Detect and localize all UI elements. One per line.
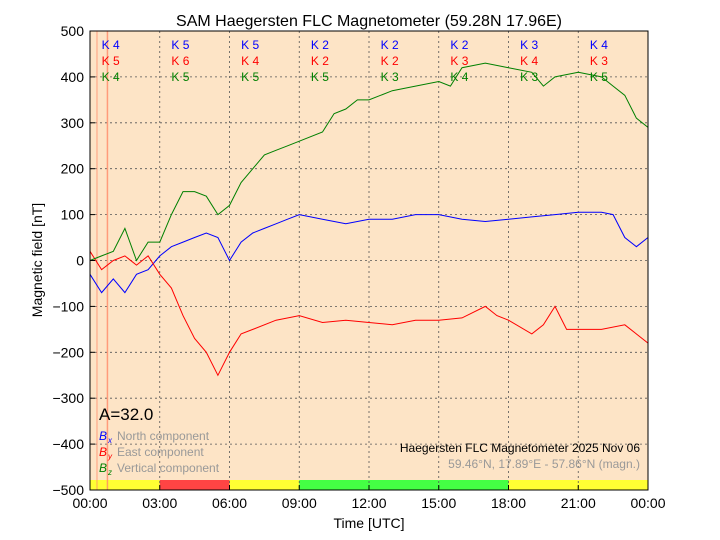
series-bx bbox=[89, 211, 649, 294]
activity-segment bbox=[438, 480, 509, 490]
y-tick-label: 400 bbox=[61, 69, 85, 85]
y-tick-label: 200 bbox=[61, 161, 85, 177]
series-bz bbox=[89, 62, 649, 262]
x-tick-label: 00:00 bbox=[72, 495, 107, 511]
k-index-by: K 5 bbox=[102, 54, 120, 68]
legend-label: East component bbox=[117, 445, 204, 459]
legend-subscript: z bbox=[107, 468, 112, 477]
activity-segment bbox=[299, 480, 369, 490]
coords-label: 59.46°N, 17.89°E - 57.86°N (magn.) bbox=[448, 457, 640, 471]
k-indices: K 4 K 5 K 4 K 5 K 6 K 5 K 5 K 4 K 5 K 2 K 2 K 5 K 2 K… bbox=[102, 38, 609, 84]
k-index-by: K 3 bbox=[450, 54, 468, 68]
k-index-bx: K 5 bbox=[241, 38, 259, 52]
y-tick-label: 500 bbox=[61, 23, 85, 39]
a-index: A=32.0 bbox=[99, 405, 153, 424]
event-markers bbox=[96, 31, 109, 490]
legend-subscript: y bbox=[107, 452, 113, 461]
legend-symbol: B bbox=[99, 461, 107, 475]
k-index-by: K 3 bbox=[590, 54, 608, 68]
k-index-by: K 4 bbox=[241, 54, 259, 68]
series-lines bbox=[89, 62, 649, 377]
axis-ticks: 00:00 03:00 06:00 09:00 12:00 15:00 18:00 21:00… bbox=[52, 23, 665, 511]
activity-segment bbox=[229, 480, 300, 490]
x-tick-label: 09:00 bbox=[282, 495, 317, 511]
k-index-bz: K 3 bbox=[381, 70, 399, 84]
legend-label: North component bbox=[117, 429, 210, 443]
k-index-bx: K 2 bbox=[381, 38, 399, 52]
k-index-bz: K 5 bbox=[311, 70, 329, 84]
k-index-bx: K 2 bbox=[311, 38, 329, 52]
x-tick-label: 06:00 bbox=[212, 495, 247, 511]
k-index-bz: K 3 bbox=[520, 70, 538, 84]
activity-segment bbox=[159, 480, 230, 490]
y-tick-label: −300 bbox=[52, 390, 84, 406]
x-tick-label: 15:00 bbox=[421, 495, 456, 511]
y-tick-label: −100 bbox=[52, 298, 84, 314]
chart-title: SAM Haegersten FLC Magnetometer (59.28N … bbox=[176, 13, 562, 30]
k-index-bz: K 5 bbox=[171, 70, 189, 84]
k-index-by: K 4 bbox=[520, 54, 538, 68]
k-index-bz: K 5 bbox=[241, 70, 259, 84]
x-axis-label: Time [UTC] bbox=[333, 515, 404, 531]
series-by bbox=[89, 251, 649, 377]
k-index-bx: K 4 bbox=[102, 38, 120, 52]
activity-segment bbox=[508, 480, 579, 490]
k-index-bx: K 4 bbox=[590, 38, 608, 52]
k-index-bx: K 2 bbox=[450, 38, 468, 52]
legend-symbol: B bbox=[99, 429, 107, 443]
k-index-bz: K 5 bbox=[590, 70, 608, 84]
k-index-bz: K 4 bbox=[450, 70, 468, 84]
y-tick-label: −200 bbox=[52, 344, 84, 360]
activity-segment bbox=[369, 480, 439, 490]
x-tick-label: 18:00 bbox=[491, 495, 526, 511]
y-tick-label: 0 bbox=[76, 253, 84, 269]
legend-label: Vertical component bbox=[117, 461, 220, 475]
k-index-bz: K 4 bbox=[102, 70, 120, 84]
y-tick-label: 300 bbox=[61, 115, 85, 131]
y-tick-label: −500 bbox=[52, 482, 84, 498]
y-tick-label: 100 bbox=[61, 207, 85, 223]
y-axis-label: Magnetic field [nT] bbox=[29, 203, 45, 317]
legend-symbol: B bbox=[99, 445, 107, 459]
x-tick-label: 00:00 bbox=[630, 495, 665, 511]
activity-segment bbox=[578, 480, 648, 490]
k-index-by: K 6 bbox=[171, 54, 189, 68]
k-index-by: K 2 bbox=[381, 54, 399, 68]
k-index-bx: K 3 bbox=[520, 38, 538, 52]
x-tick-label: 03:00 bbox=[142, 495, 177, 511]
activity-segment bbox=[90, 480, 160, 490]
x-tick-label: 12:00 bbox=[351, 495, 386, 511]
x-tick-label: 21:00 bbox=[561, 495, 596, 511]
activity-bar bbox=[90, 480, 648, 490]
station-label: Haegersten FLC Magnetometer 2025 Nov 06 bbox=[400, 441, 640, 455]
k-index-bx: K 5 bbox=[171, 38, 189, 52]
legend-subscript: x bbox=[107, 436, 113, 445]
k-index-by: K 2 bbox=[311, 54, 329, 68]
y-tick-label: −400 bbox=[52, 436, 84, 452]
